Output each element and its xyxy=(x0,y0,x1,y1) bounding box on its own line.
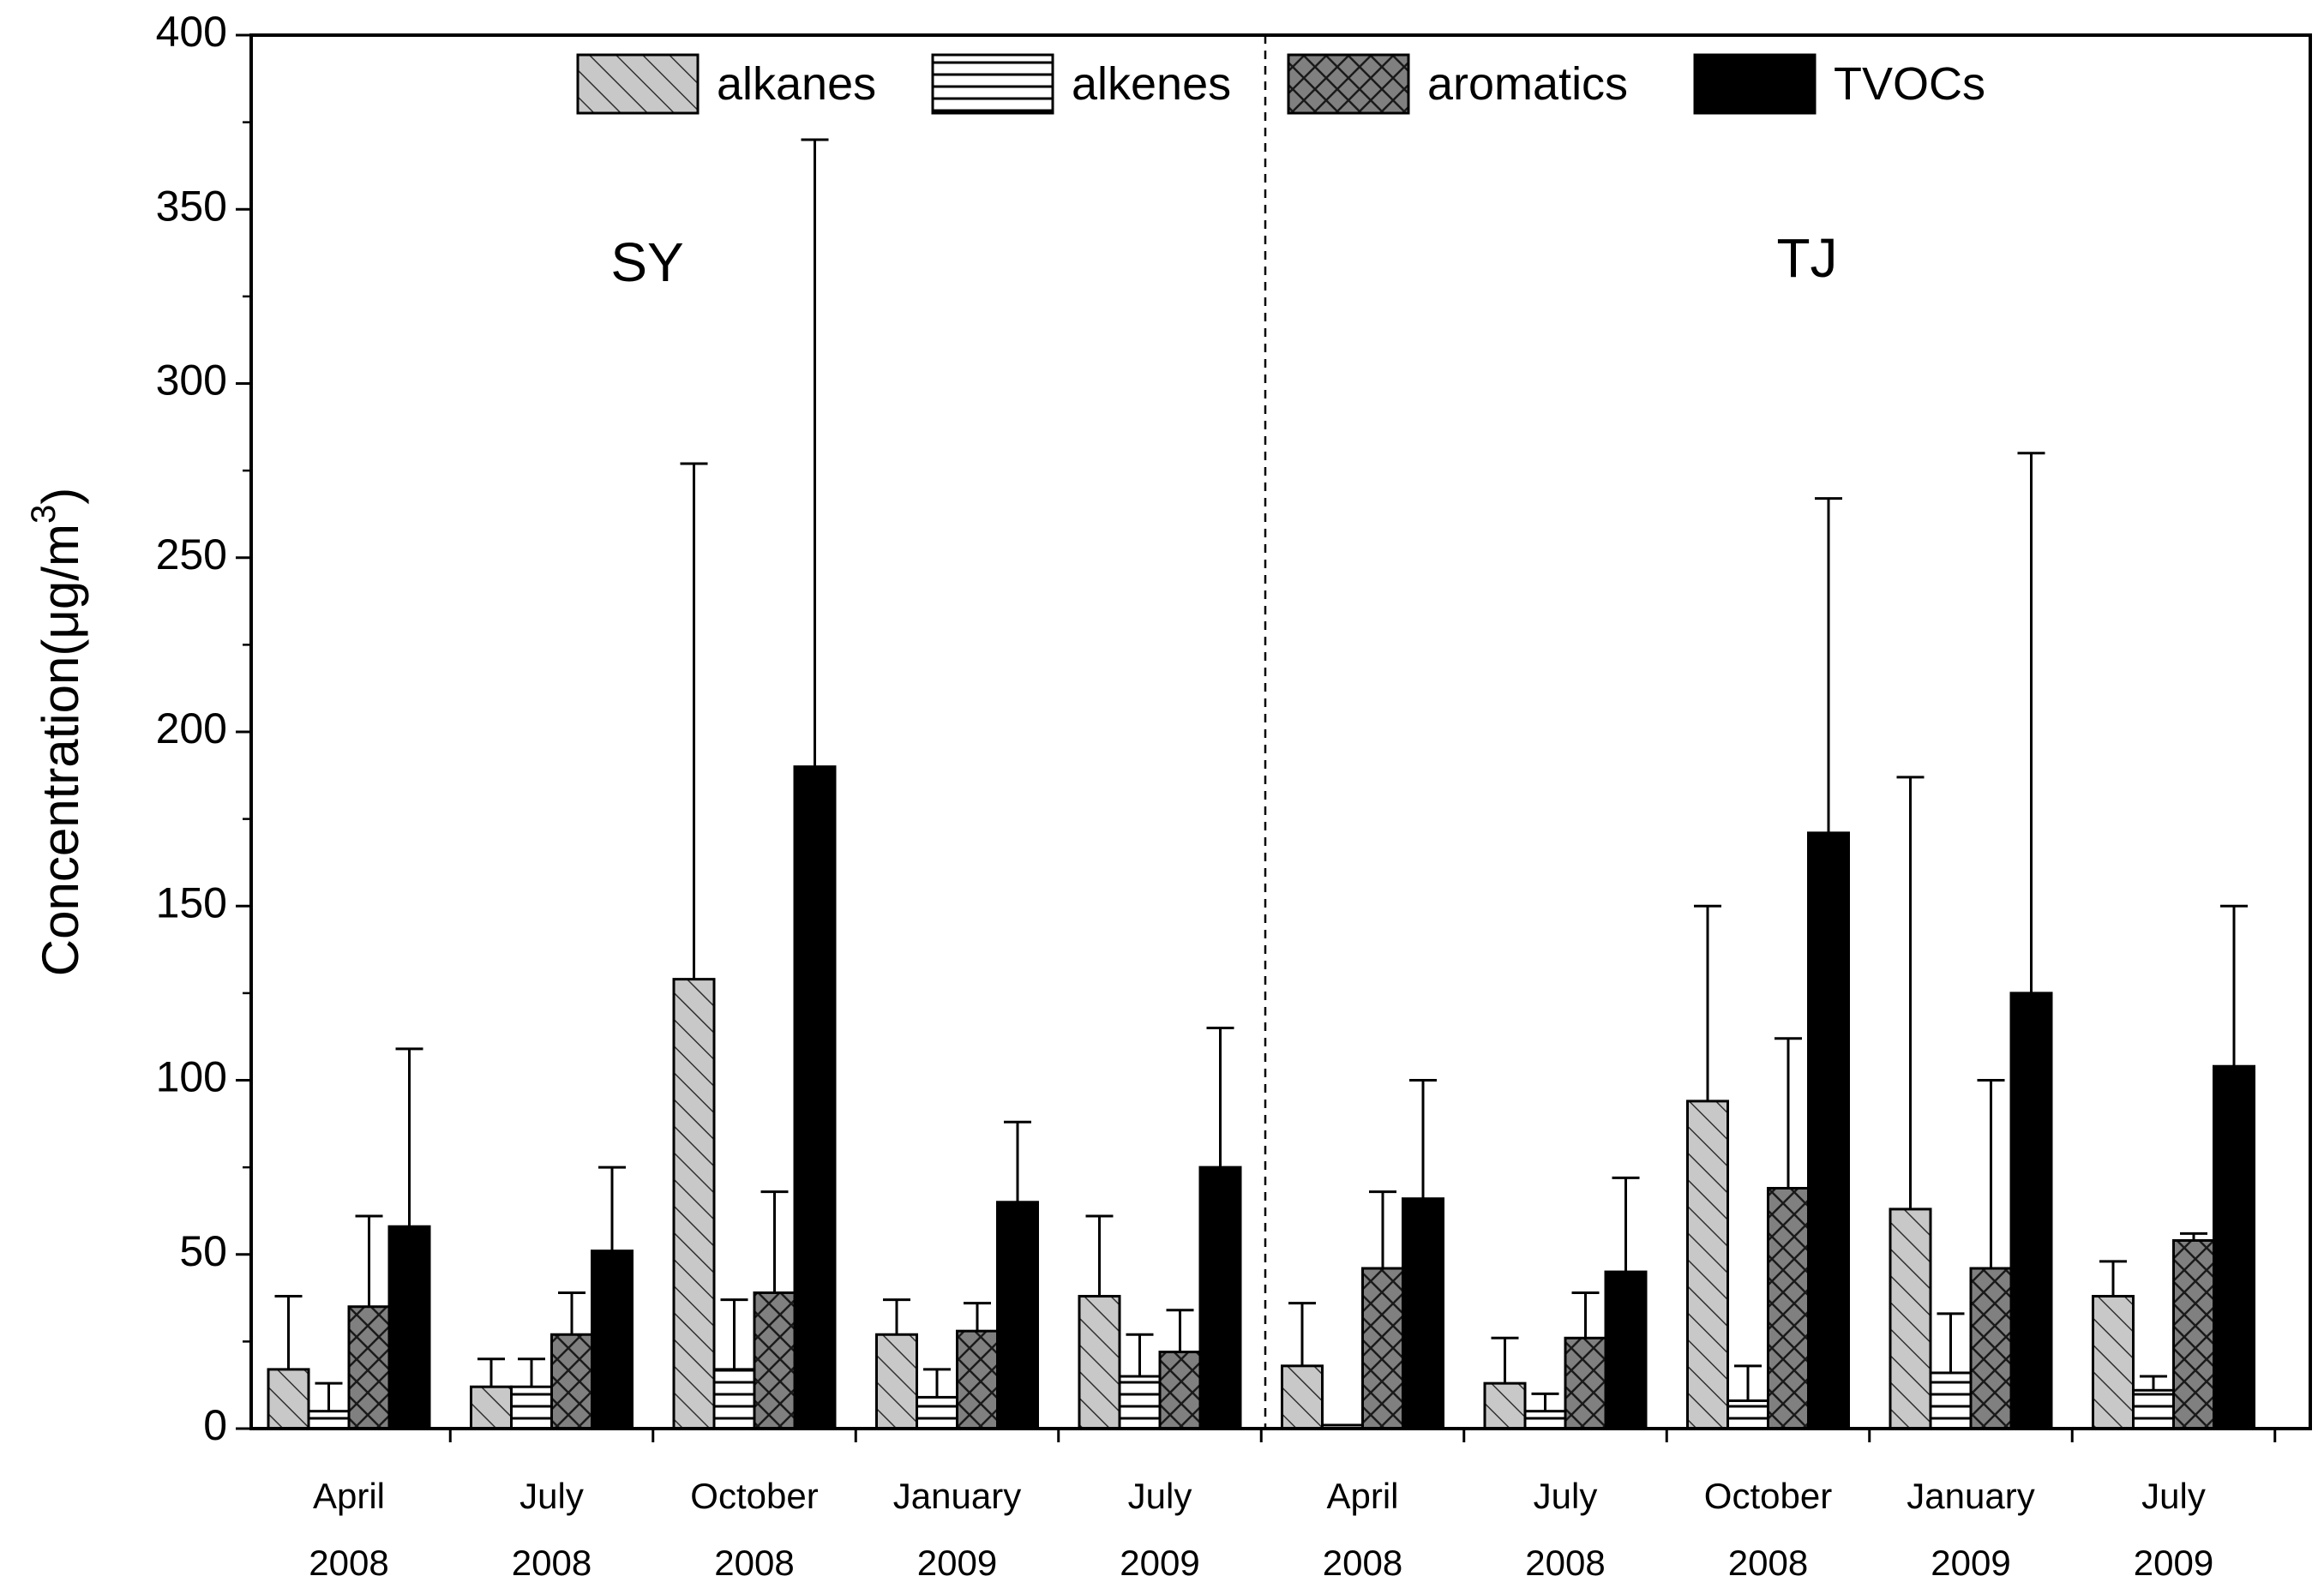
bar-tvocs-0 xyxy=(387,1225,431,1430)
legend-label-alkenes: alkenes xyxy=(1072,58,1231,110)
bar-aromatics-5 xyxy=(1361,1267,1404,1430)
bar-tvocs-8 xyxy=(2009,992,2053,1430)
bar-alkenes-1 xyxy=(510,1385,553,1430)
x-tick-label-0-month: April xyxy=(313,1476,385,1516)
x-tick-label-8-month: January xyxy=(1907,1476,2034,1516)
bar-alkanes-5 xyxy=(1281,1364,1324,1430)
x-tick-label-8-year: 2009 xyxy=(1931,1543,2010,1583)
legend-swatch-tvocs xyxy=(1693,53,1817,115)
bar-tvocs-9 xyxy=(2213,1064,2255,1430)
bar-tvocs-5 xyxy=(1402,1197,1444,1430)
legend-label-aromatics: aromatics xyxy=(1427,58,1628,110)
bar-alkenes-9 xyxy=(2132,1388,2175,1430)
bars-layer xyxy=(267,765,2255,1430)
y-tick-label-150: 150 xyxy=(156,878,227,926)
x-tick-label-2-year: 2008 xyxy=(714,1543,794,1583)
bar-tvocs-3 xyxy=(996,1201,1039,1430)
y-tick-label-50: 50 xyxy=(179,1227,227,1275)
x-tick-label-6-year: 2008 xyxy=(1525,1543,1605,1583)
bar-alkenes-0 xyxy=(307,1410,351,1430)
x-tick-label-7-year: 2008 xyxy=(1728,1543,1808,1583)
y-tick-label-400: 400 xyxy=(156,8,227,56)
bar-tvocs-4 xyxy=(1198,1166,1242,1430)
y-axis: 0 50 100 150 200 250 300 350 400 xyxy=(156,8,251,1449)
bar-alkanes-8 xyxy=(1889,1207,1932,1430)
x-tick-label-1-month: July xyxy=(519,1476,584,1516)
y-tick-label-200: 200 xyxy=(156,704,227,752)
bar-alkanes-2 xyxy=(672,978,716,1430)
x-tick-label-4-month: July xyxy=(1128,1476,1192,1516)
legend-label-alkanes: alkanes xyxy=(717,58,876,110)
legend: alkanes alkenes aromatics TVOCs xyxy=(576,53,1985,115)
y-tick-label-250: 250 xyxy=(156,530,227,578)
x-tick-label-9-month: July xyxy=(2141,1476,2206,1516)
x-tick-label-5-month: April xyxy=(1326,1476,1398,1516)
y-axis-label: Concentration(μg/m3) xyxy=(25,488,89,976)
x-tick-label-1-year: 2008 xyxy=(512,1543,592,1583)
group-label-tj: TJ xyxy=(1776,227,1837,289)
y-axis-label-superscript: 3 xyxy=(25,505,63,524)
x-axis: April 2008 July 2008 October 2008 January 2009 J… xyxy=(309,1429,2277,1583)
bar-alkenes-6 xyxy=(1523,1410,1567,1430)
x-tick-label-5-year: 2008 xyxy=(1323,1543,1402,1583)
bar-alkanes-1 xyxy=(470,1385,513,1430)
bar-alkenes-2 xyxy=(712,1368,756,1430)
y-tick-label-0: 0 xyxy=(203,1401,227,1449)
legend-swatch-aromatics xyxy=(1287,53,1410,115)
bar-alkanes-9 xyxy=(2092,1295,2135,1430)
x-tick-label-9-year: 2009 xyxy=(2134,1543,2213,1583)
bar-aromatics-4 xyxy=(1158,1351,1202,1430)
bar-aromatics-7 xyxy=(1767,1187,1810,1430)
legend-swatch-alkenes xyxy=(931,53,1054,115)
error-bars-layer xyxy=(274,138,2248,1411)
y-axis-label-close: ) xyxy=(32,488,89,505)
bar-aromatics-9 xyxy=(2172,1238,2215,1430)
y-tick-label-300: 300 xyxy=(156,357,227,404)
x-tick-label-0-year: 2008 xyxy=(309,1543,388,1583)
bar-aromatics-1 xyxy=(550,1333,593,1430)
bar-tvocs-6 xyxy=(1604,1270,1648,1430)
bar-aromatics-8 xyxy=(1969,1267,2013,1430)
legend-label-tvocs: TVOCs xyxy=(1834,58,1985,110)
y-tick-label-350: 350 xyxy=(156,182,227,230)
x-tick-label-2-month: October xyxy=(690,1476,818,1516)
x-tick-label-4-year: 2009 xyxy=(1120,1543,1199,1583)
x-tick-label-7-month: October xyxy=(1704,1476,1832,1516)
group-label-sy: SY xyxy=(610,231,683,293)
bar-aromatics-6 xyxy=(1564,1336,1607,1430)
bar-alkanes-4 xyxy=(1078,1295,1121,1430)
legend-swatch-alkanes xyxy=(576,53,700,115)
bar-aromatics-0 xyxy=(347,1305,391,1430)
x-tick-label-3-year: 2009 xyxy=(917,1543,997,1583)
bar-alkenes-4 xyxy=(1118,1375,1162,1430)
bar-aromatics-2 xyxy=(753,1291,796,1430)
bar-alkanes-0 xyxy=(267,1368,310,1430)
bar-aromatics-3 xyxy=(956,1329,999,1430)
y-tick-label-100: 100 xyxy=(156,1053,227,1101)
bar-alkanes-3 xyxy=(875,1333,918,1430)
plot-frame xyxy=(249,33,2312,1430)
bar-alkenes-8 xyxy=(1929,1371,1973,1430)
bar-alkanes-6 xyxy=(1483,1381,1527,1430)
x-tick-label-3-month: January xyxy=(893,1476,1021,1516)
bar-tvocs-7 xyxy=(1807,831,1850,1430)
bar-alkenes-3 xyxy=(916,1395,958,1430)
y-axis-label-main: Concentration(μg/m xyxy=(32,524,89,976)
bar-tvocs-1 xyxy=(591,1249,634,1430)
bar-alkanes-7 xyxy=(1686,1100,1729,1430)
bar-alkenes-7 xyxy=(1726,1399,1769,1430)
x-tick-label-6-month: July xyxy=(1534,1476,1598,1516)
bar-tvocs-2 xyxy=(793,765,837,1430)
